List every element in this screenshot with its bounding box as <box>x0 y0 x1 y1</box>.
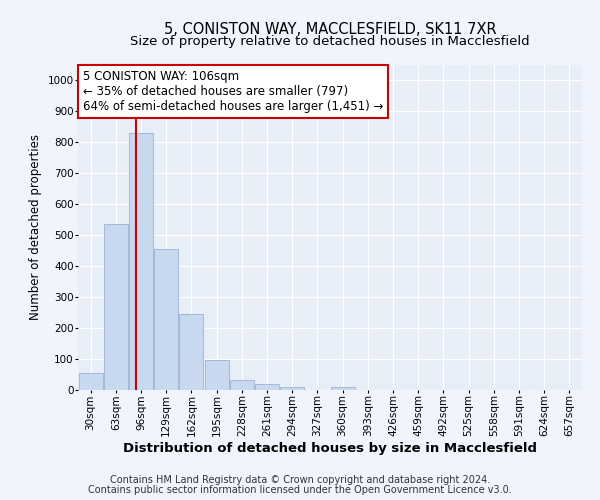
Bar <box>230 380 254 390</box>
Text: Contains public sector information licensed under the Open Government Licence v3: Contains public sector information licen… <box>88 485 512 495</box>
Text: Size of property relative to detached houses in Macclesfield: Size of property relative to detached ho… <box>130 35 530 48</box>
Bar <box>179 314 203 390</box>
Bar <box>280 387 304 390</box>
Y-axis label: Number of detached properties: Number of detached properties <box>29 134 42 320</box>
Bar <box>79 373 103 390</box>
Text: 5, CONISTON WAY, MACCLESFIELD, SK11 7XR: 5, CONISTON WAY, MACCLESFIELD, SK11 7XR <box>164 22 496 38</box>
Bar <box>331 387 355 390</box>
Bar <box>205 360 229 390</box>
Text: Contains HM Land Registry data © Crown copyright and database right 2024.: Contains HM Land Registry data © Crown c… <box>110 475 490 485</box>
Bar <box>255 384 279 390</box>
Bar <box>154 249 178 390</box>
X-axis label: Distribution of detached houses by size in Macclesfield: Distribution of detached houses by size … <box>123 442 537 455</box>
Text: 5 CONISTON WAY: 106sqm
← 35% of detached houses are smaller (797)
64% of semi-de: 5 CONISTON WAY: 106sqm ← 35% of detached… <box>83 70 383 113</box>
Bar <box>129 133 153 390</box>
Bar <box>104 224 128 390</box>
